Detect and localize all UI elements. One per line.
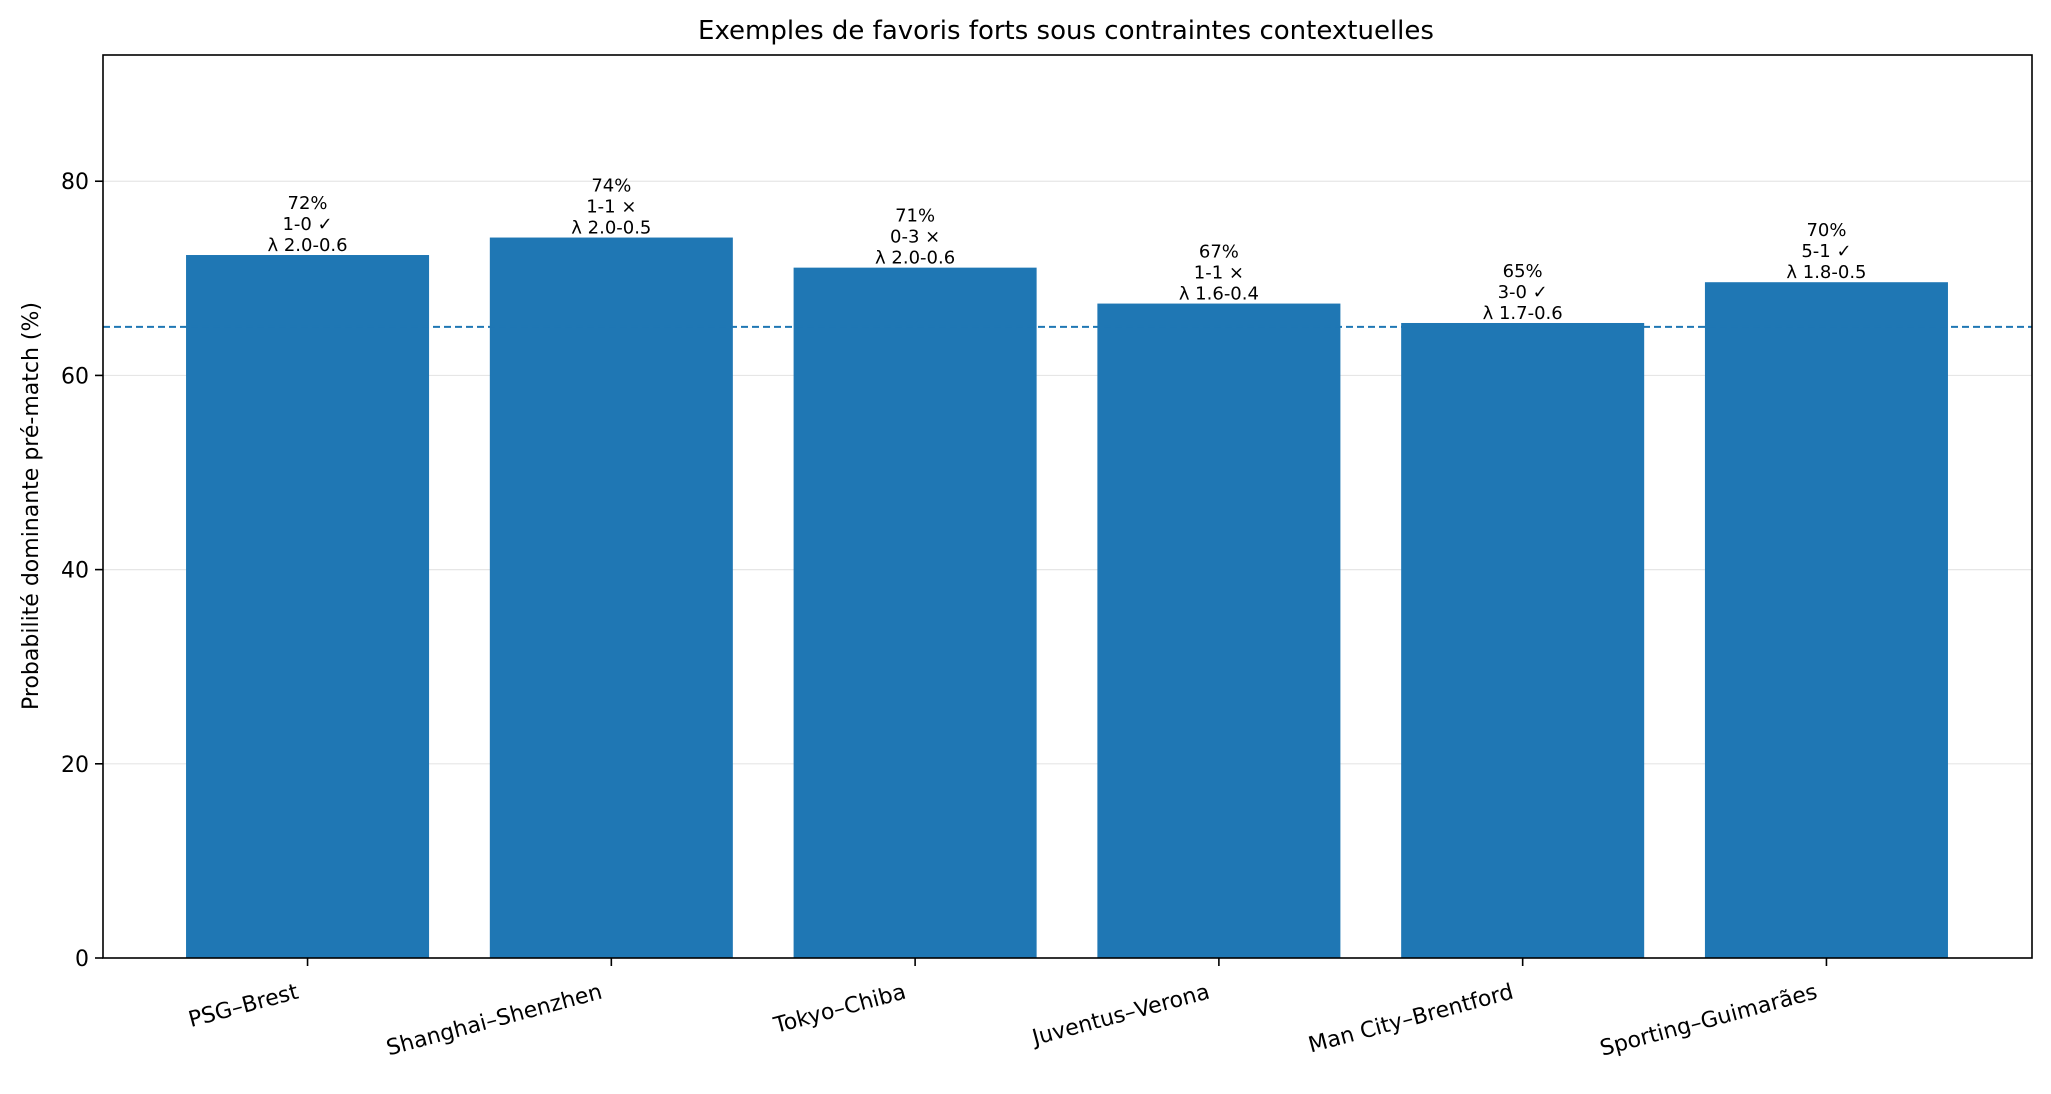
x-tick-label: Sporting–Guimarães [1598, 980, 1820, 1062]
bar-value-label: 74% [591, 176, 631, 197]
bars [186, 237, 1948, 959]
bar [793, 267, 1037, 958]
bar-value-label: 5-1 ✓ [1801, 241, 1851, 262]
bar-value-label: λ 1.6-0.4 [1179, 284, 1259, 305]
bar [489, 237, 733, 958]
bar-value-label: 1-1 × [586, 197, 636, 218]
plot-frame [102, 54, 2033, 959]
bar-value-label: λ 1.8-0.5 [1786, 262, 1866, 283]
y-tick-label: 80 [61, 170, 89, 195]
bar-value-label: 1-0 ✓ [282, 214, 332, 235]
bar-value-label: 3-0 ✓ [1498, 282, 1548, 303]
bar-value-label: λ 2.0-0.5 [571, 218, 651, 239]
y-tick-label: 40 [61, 559, 89, 584]
bar-value-label: 71% [895, 206, 935, 227]
bar-labels: 72%1-0 ✓λ 2.0-0.674%1-1 ×λ 2.0-0.571%0-3… [267, 176, 1866, 324]
x-tick-label: PSG–Brest [186, 980, 302, 1033]
bar-value-label: 72% [288, 193, 328, 214]
y-tick-label: 20 [61, 753, 89, 778]
x-axis: PSG–Brest Shanghai–Shenzhen Tokyo–Chiba Juv… [186, 958, 1828, 1062]
bar-value-label: λ 1.7-0.6 [1483, 303, 1563, 324]
x-tick-label: Juventus–Verona [1028, 980, 1212, 1052]
bar [1401, 322, 1645, 959]
bar-value-label: 67% [1199, 242, 1239, 263]
y-axis-title: Probabilité dominante pré-match (%) [19, 302, 44, 710]
y-tick-label: 60 [61, 364, 89, 389]
y-axis: 0 20 40 60 80 [61, 170, 103, 972]
bar-value-label: 0-3 × [890, 227, 940, 248]
bar-value-label: λ 2.0-0.6 [875, 248, 955, 269]
bar-value-label: 70% [1806, 220, 1846, 241]
bar-value-label: 1-1 × [1194, 263, 1244, 284]
chart-title: Exemples de favoris forts sous contraint… [698, 16, 1434, 46]
x-tick-label: Shanghai–Shenzhen [384, 980, 605, 1062]
bar-value-label: λ 2.0-0.6 [267, 235, 347, 256]
x-tick-label: Man City–Brentford [1306, 980, 1516, 1059]
x-tick-label: Tokyo–Chiba [770, 980, 908, 1039]
bar [186, 255, 430, 958]
bar [1704, 282, 1948, 959]
bar [1097, 303, 1341, 958]
y-tick-label: 0 [75, 947, 89, 972]
bar-value-label: 65% [1503, 261, 1543, 282]
